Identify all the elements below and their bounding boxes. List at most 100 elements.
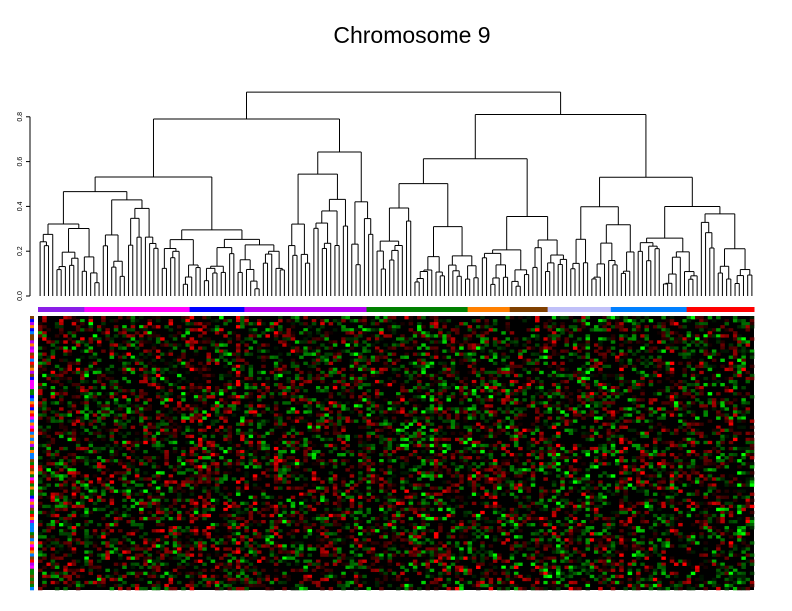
heatmap-cell <box>513 437 519 442</box>
heatmap-cell <box>84 367 89 372</box>
heatmap-cell <box>518 401 523 405</box>
heatmap-cell <box>547 373 553 378</box>
heatmap-cell <box>707 398 713 402</box>
heatmap-cell <box>577 413 582 417</box>
heatmap-cell <box>147 382 153 387</box>
heatmap-cell <box>556 456 561 460</box>
heatmap-cell <box>619 440 624 445</box>
heatmap-cell <box>71 334 77 338</box>
heatmap-cell <box>564 395 569 399</box>
heatmap-cell <box>564 340 569 344</box>
heatmap-cell <box>526 361 532 366</box>
heatmap-cell <box>265 462 270 466</box>
heatmap-cell <box>353 358 359 362</box>
heatmap-cell <box>598 352 603 356</box>
heatmap-cell <box>231 401 237 405</box>
heatmap-cell <box>627 349 633 353</box>
heatmap-cell <box>539 434 544 439</box>
heatmap-cell <box>454 474 460 478</box>
heatmap-cell <box>446 468 452 472</box>
heatmap-cell <box>454 328 460 332</box>
heatmap-cell <box>332 404 338 408</box>
heatmap-cell <box>67 404 72 408</box>
heatmap-cell <box>429 398 435 402</box>
heatmap-cell <box>273 407 279 411</box>
heatmap-cell <box>235 346 241 350</box>
heatmap-cell <box>513 364 519 369</box>
heatmap-cell <box>417 367 422 372</box>
heatmap-cell <box>235 428 241 432</box>
heatmap-cell <box>193 367 199 372</box>
heatmap-cell <box>362 316 367 320</box>
heatmap-cell <box>370 471 376 475</box>
heatmap-cell <box>509 419 515 423</box>
heatmap-cell <box>707 355 713 359</box>
heatmap-cell <box>412 449 418 454</box>
heatmap-cell <box>286 328 292 332</box>
heatmap-cell <box>703 319 708 323</box>
heatmap-cell <box>581 395 586 399</box>
heatmap-cell <box>67 367 72 372</box>
heatmap-cell <box>556 416 561 420</box>
heatmap-cell <box>59 425 64 429</box>
heatmap-cell <box>374 428 380 432</box>
heatmap-cell <box>193 413 199 417</box>
heatmap-cell <box>383 355 388 359</box>
heatmap-cell <box>324 346 329 350</box>
heatmap-cell <box>46 337 51 341</box>
heatmap-cell <box>320 480 325 484</box>
heatmap-cell <box>728 346 734 350</box>
heatmap-cell <box>615 449 620 454</box>
heatmap-cell <box>433 440 439 445</box>
heatmap-cell <box>198 382 203 387</box>
heatmap-cell <box>577 349 582 353</box>
row-group-bar <box>30 547 34 551</box>
heatmap-cell <box>341 319 346 323</box>
column-group-bar <box>38 307 85 312</box>
row-group-bar <box>30 583 34 588</box>
heatmap-cell <box>71 370 77 375</box>
column-group-bar <box>467 307 511 312</box>
row-group-bar <box>30 431 34 436</box>
heatmap-cell <box>315 349 321 353</box>
heatmap-cell <box>235 358 241 362</box>
heatmap-cell <box>38 428 43 432</box>
heatmap-cell <box>383 449 388 454</box>
heatmap-cell <box>467 446 473 451</box>
row-group-bar <box>30 544 34 548</box>
heatmap-cell <box>59 392 64 396</box>
heatmap-cell <box>240 416 245 420</box>
heatmap-cell <box>661 328 666 332</box>
heatmap-cell <box>518 410 523 414</box>
heatmap-cell <box>374 379 380 384</box>
heatmap-cell <box>206 389 211 393</box>
heatmap-cell <box>374 422 380 426</box>
heatmap-cell <box>749 319 755 323</box>
heatmap-cell <box>315 386 321 390</box>
heatmap-cell <box>307 352 313 356</box>
heatmap-cell <box>408 398 414 402</box>
heatmap-cell <box>505 416 511 420</box>
row-group-bar <box>30 538 34 542</box>
heatmap-cell <box>75 361 81 366</box>
heatmap-cell <box>745 437 751 442</box>
heatmap-cell <box>400 355 405 359</box>
heatmap-cell <box>547 395 553 399</box>
heatmap-cell <box>690 440 696 445</box>
heatmap-cell <box>417 382 422 387</box>
row-group-bar <box>30 395 34 399</box>
heatmap-cell <box>227 319 233 323</box>
heatmap-cell <box>324 361 329 366</box>
heatmap-cell <box>198 468 203 472</box>
heatmap-cell <box>248 456 254 460</box>
heatmap-cell <box>572 328 578 332</box>
heatmap-cell <box>463 376 468 381</box>
heatmap-cell <box>181 376 186 381</box>
heatmap-cell <box>374 337 380 341</box>
heatmap-cell <box>290 325 296 329</box>
heatmap-cell <box>42 443 47 448</box>
heatmap-cell <box>38 462 43 466</box>
heatmap-cell <box>54 413 60 417</box>
heatmap-cell <box>189 367 195 372</box>
heatmap-cell <box>581 319 586 323</box>
